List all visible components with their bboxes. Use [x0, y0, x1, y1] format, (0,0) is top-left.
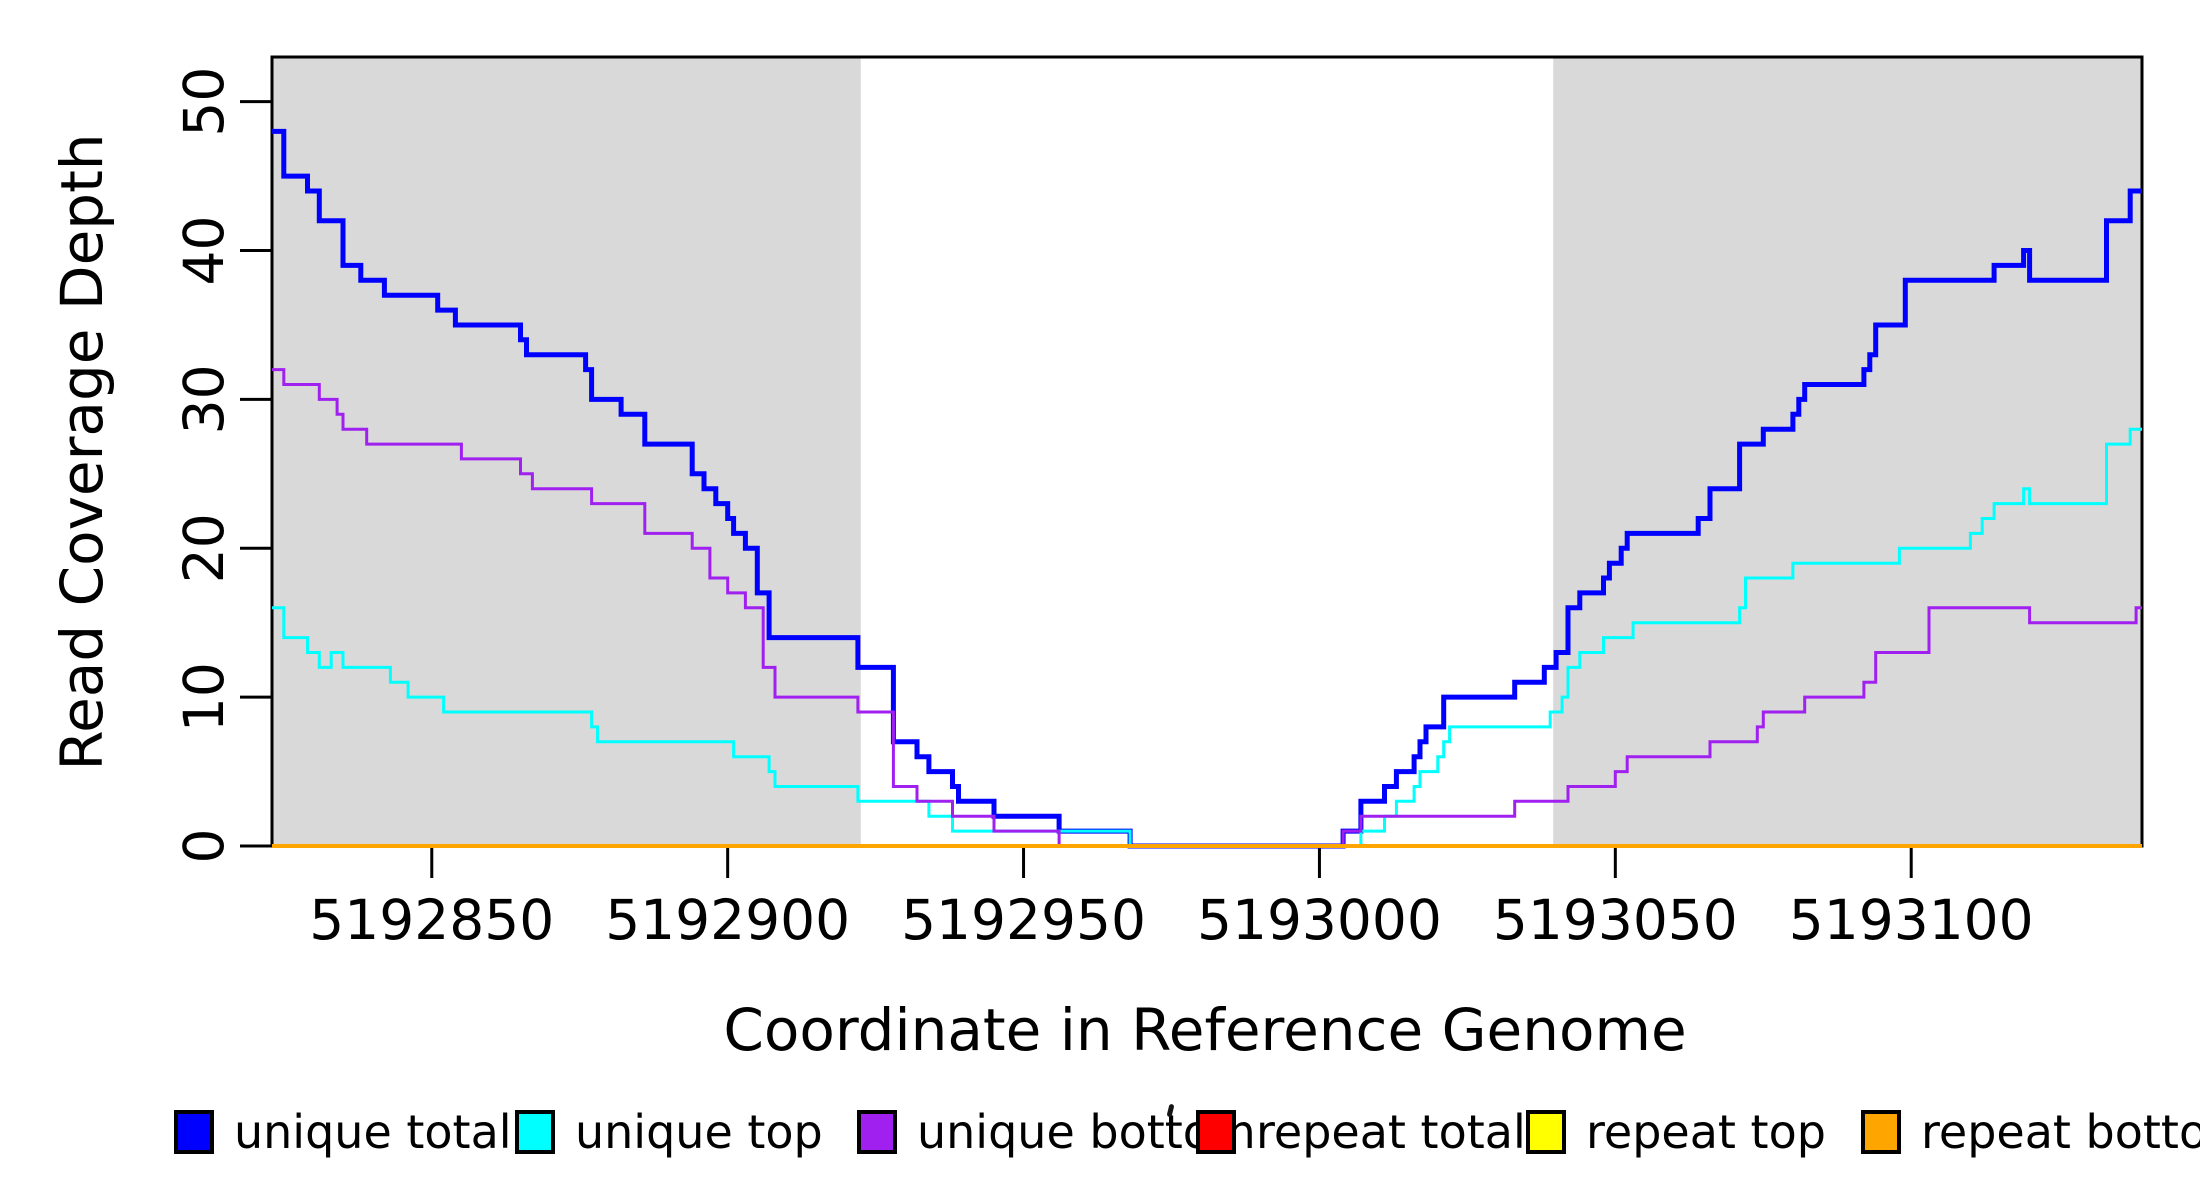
x-tick-label: 5193100 — [1789, 888, 2034, 952]
y-tick-label: 50 — [172, 67, 236, 137]
legend-label-repeat-top: repeat top — [1586, 1105, 1826, 1159]
x-axis-title: Coordinate in Reference Genome — [723, 996, 1687, 1064]
x-tick-label: 5192950 — [901, 888, 1146, 952]
unique-top-swatch-icon — [515, 1110, 555, 1154]
repeat-total-swatch-icon — [1196, 1110, 1236, 1154]
x-tick-label: 5192900 — [605, 888, 850, 952]
legend-label-repeat-total: repeat total — [1256, 1105, 1526, 1159]
legend-item-repeat-total: repeat total — [1196, 1104, 1526, 1160]
x-tick-label: 5193050 — [1493, 888, 1738, 952]
repeat-top-swatch-icon — [1526, 1110, 1566, 1154]
legend-item-unique-total: unique total — [174, 1104, 512, 1160]
x-tick-label: 5193000 — [1197, 888, 1442, 952]
legend-label-unique-top: unique top — [575, 1105, 823, 1159]
y-tick-label: 0 — [172, 829, 236, 864]
legend-label-unique-total: unique total — [234, 1105, 512, 1159]
y-tick-label: 30 — [172, 364, 236, 434]
y-tick-label: 20 — [172, 513, 236, 583]
unique-total-swatch-icon — [174, 1110, 214, 1154]
series-unique-top — [272, 427, 2142, 848]
legend-item-unique-top: unique top — [515, 1104, 823, 1160]
repeat-bottom-swatch-icon — [1861, 1110, 1901, 1154]
y-tick-label: 10 — [172, 662, 236, 732]
legend-item-repeat-top: repeat top — [1526, 1104, 1826, 1160]
right-repeat-region — [1553, 57, 2142, 846]
series-unique-bottom — [272, 368, 2142, 848]
unique-bottom-swatch-icon — [857, 1110, 897, 1154]
y-axis-title: Read Coverage Depth — [48, 133, 116, 771]
y-tick-label: 40 — [172, 216, 236, 286]
x-tick-label: 5192850 — [309, 888, 554, 952]
legend-label-repeat-bottom: repeat bottom — [1921, 1105, 2200, 1159]
legend-item-repeat-bottom: repeat bottom — [1861, 1104, 2200, 1160]
left-repeat-region — [272, 57, 861, 846]
